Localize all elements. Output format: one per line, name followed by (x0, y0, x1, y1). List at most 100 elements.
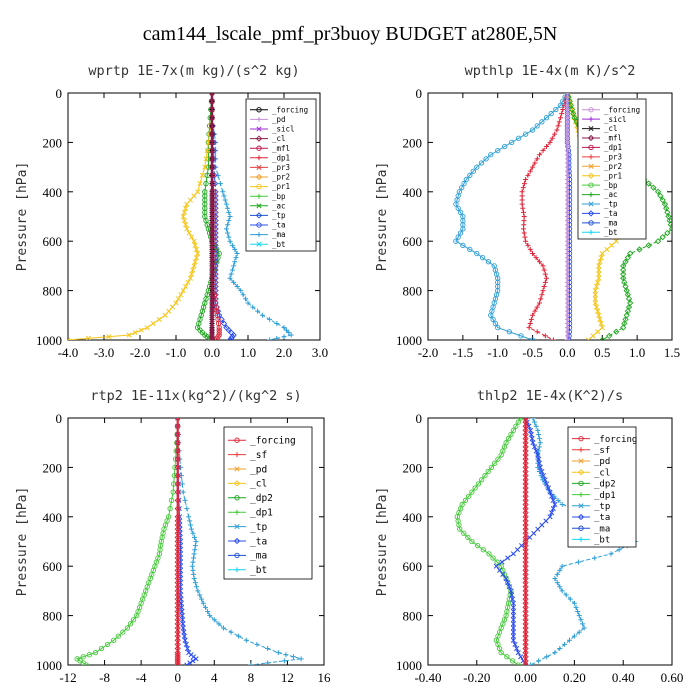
series-point-ta (503, 575, 509, 582)
series-point-ta (180, 617, 186, 623)
series-point-forcing (522, 653, 529, 660)
series-point-forcing (522, 501, 529, 508)
series-group (68, 93, 294, 340)
series-point-forcing (174, 651, 181, 658)
series-point-ta (527, 534, 533, 540)
legend-entry: _cl (250, 479, 267, 490)
series-point-dp1 (474, 542, 481, 549)
series-point-tp (281, 325, 287, 331)
series-point-cl (209, 218, 215, 224)
series-point-forcing (174, 633, 181, 640)
series-point-ta (190, 658, 196, 664)
series-point-forcing (522, 641, 529, 648)
series-point-pr1 (185, 279, 191, 285)
series-point-tp (537, 440, 543, 446)
series-point-tp (563, 592, 569, 598)
series-point-pr1 (132, 330, 138, 336)
series-point-dp1 (523, 176, 529, 182)
series-point-ac (620, 262, 627, 270)
series-point-cl (209, 93, 215, 96)
series-point-tp (551, 493, 557, 499)
series-point-dp1 (534, 156, 540, 162)
series-point-pr1 (609, 242, 615, 248)
series-point-tp (463, 176, 469, 183)
series-point-ta (527, 427, 534, 433)
series-point-cl (209, 296, 215, 302)
series-point-dp1 (540, 263, 546, 269)
series-point-tp (522, 131, 529, 137)
series-point-tp (529, 127, 536, 133)
series-point-tp (544, 654, 550, 660)
series-point-cl (209, 279, 215, 285)
series-point-pr1 (186, 230, 192, 236)
series-point-pr1 (604, 246, 610, 252)
series-group (453, 93, 672, 340)
series-point-forcing (522, 464, 529, 471)
series-point-tp (562, 641, 568, 647)
series-point-dp1 (519, 201, 525, 207)
chart-title: thlp2 1E-4x(K^2)/s (477, 388, 623, 404)
series-point-forcing (174, 612, 181, 619)
legend: _forcing_sf_pd_cl_dp2_dp1_tp_ta_ma_bt (223, 426, 313, 580)
x-tick-label: 0.40 (612, 670, 635, 685)
series-point-forcing (174, 480, 181, 488)
x-tick-label: -2.0 (418, 345, 439, 360)
legend: _forcing_sf_pd_cl_dp2_dp1_tp_ta_ma_bt (567, 426, 637, 548)
series-point-tp (474, 164, 480, 170)
series-point-tp (225, 230, 231, 236)
x-tick-label: -0.5 (522, 345, 543, 360)
series-point-tp (190, 567, 196, 573)
series-point-cl (209, 98, 215, 104)
series-point-tp (576, 629, 582, 635)
series-point-tp (265, 660, 271, 665)
legend-entry: _mfl (272, 144, 290, 153)
series-point-forcing (174, 456, 181, 463)
series-point-forcing (522, 472, 529, 479)
series-point-tp (539, 119, 545, 125)
series-point-pr1 (175, 296, 181, 302)
series-point-tp (518, 333, 524, 339)
series-point-tp (226, 234, 232, 240)
legend-entry: _forcing (272, 105, 308, 114)
series-point-forcing (522, 443, 529, 450)
y-tick-label: 0 (56, 86, 63, 101)
series-point-tp (291, 654, 297, 660)
series-point-ta (510, 596, 516, 602)
x-tick-label: 0.00 (514, 670, 537, 685)
series-point-pr1 (592, 296, 598, 302)
series-point-tp (254, 641, 260, 647)
series-point-pr1 (193, 255, 199, 261)
series-point-ta (510, 551, 516, 557)
series-point-ta (493, 563, 499, 569)
x-tick-label: -1.0 (166, 345, 187, 360)
series-point-forcing (522, 591, 529, 599)
series-point-forcing (522, 505, 529, 512)
series-point-ta (510, 621, 516, 627)
series-point-cl (209, 242, 215, 248)
series-point-forcing (522, 418, 529, 422)
legend-entry: _cl (594, 468, 610, 478)
series-point-cl (209, 131, 215, 137)
x-tick-label: 3.0 (312, 345, 328, 360)
series-point-cl (209, 230, 215, 236)
series-point-dp1 (525, 172, 531, 178)
series-point-tp (233, 255, 239, 261)
chart-panel-1: wprtp 1E-7x(m kg)/(s^2 kg) Pressure [hPa]… (15, 63, 328, 360)
series-point-pr1 (191, 238, 197, 244)
series-point-forcing (522, 661, 529, 665)
legend-marker (256, 116, 262, 122)
series-point-forcing (174, 595, 181, 603)
series-point-tp (535, 464, 541, 470)
series-point-forcing (174, 587, 181, 595)
series-point-pr1 (203, 156, 209, 162)
series-point-dp1 (550, 337, 556, 340)
series-point-tp (216, 621, 222, 627)
series-point-ta (531, 530, 537, 536)
series-point-tp (553, 106, 559, 113)
series-point-forcing (522, 509, 529, 516)
series-point-tp (187, 518, 193, 524)
series-point-tp (217, 181, 223, 187)
series-point-ta (499, 559, 505, 565)
legend-entry: _forcing (594, 435, 637, 445)
